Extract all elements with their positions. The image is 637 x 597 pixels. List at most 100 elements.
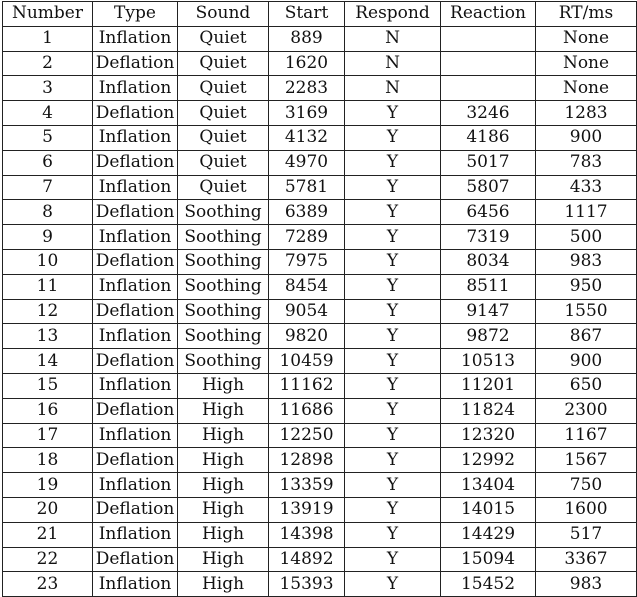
- cell-reaction: 7319: [440, 224, 536, 250]
- cell-number: 10: [2, 248, 93, 275]
- cell-sound: Soothing: [177, 348, 269, 374]
- cell-number: 11: [2, 273, 93, 300]
- cell-type: Inflation: [92, 472, 178, 498]
- cell-reaction: 14429: [440, 521, 536, 548]
- cell-respond: N: [344, 75, 441, 102]
- cell-number: 18: [2, 447, 93, 474]
- cell-reaction: [440, 25, 536, 52]
- table-row: 2 Deflation Quiet 1620 N None: [2, 50, 637, 77]
- cell-type: Deflation: [92, 100, 178, 126]
- cell-type: Inflation: [92, 571, 178, 597]
- header-reaction: Reaction: [440, 1, 536, 27]
- table-row: 6 Deflation Quiet 4970 Y 5017 783: [2, 149, 637, 176]
- table-row: 10 Deflation Soothing 7975 Y 8034 983: [2, 248, 637, 275]
- cell-number: 8: [2, 199, 93, 226]
- table-row: 22 Deflation High 14892 Y 15094 3367: [2, 546, 637, 573]
- cell-sound: Quiet: [177, 100, 269, 126]
- cell-reaction: 5807: [440, 174, 536, 201]
- cell-reaction: 15094: [440, 546, 536, 573]
- cell-respond: Y: [344, 546, 441, 573]
- cell-number: 7: [2, 174, 93, 201]
- cell-type: Inflation: [92, 174, 178, 201]
- cell-reaction: 15452: [440, 571, 536, 597]
- cell-type: Deflation: [92, 348, 178, 374]
- cell-rt: None: [535, 25, 637, 52]
- cell-sound: Soothing: [177, 273, 269, 300]
- cell-type: Deflation: [92, 50, 178, 77]
- cell-reaction: 9147: [440, 298, 536, 325]
- cell-reaction: 12992: [440, 447, 536, 474]
- cell-reaction: 5017: [440, 149, 536, 176]
- cell-rt: None: [535, 50, 637, 77]
- cell-rt: 983: [535, 248, 637, 275]
- cell-start: 6389: [268, 199, 345, 226]
- header-start: Start: [268, 1, 345, 27]
- cell-rt: 750: [535, 472, 637, 498]
- cell-start: 5781: [268, 174, 345, 201]
- table-row: 5 Inflation Quiet 4132 Y 4186 900: [2, 124, 637, 151]
- cell-reaction: 13404: [440, 472, 536, 498]
- cell-type: Inflation: [92, 75, 178, 102]
- cell-start: 7289: [268, 224, 345, 250]
- cell-start: 13919: [268, 496, 345, 523]
- table-row: 18 Deflation High 12898 Y 12992 1567: [2, 447, 637, 474]
- cell-respond: Y: [344, 273, 441, 300]
- cell-respond: Y: [344, 298, 441, 325]
- cell-sound: High: [177, 472, 269, 498]
- cell-start: 14398: [268, 521, 345, 548]
- header-sound: Sound: [177, 1, 269, 27]
- table-row: 11 Inflation Soothing 8454 Y 8511 950: [2, 273, 637, 300]
- cell-reaction: [440, 50, 536, 77]
- cell-respond: Y: [344, 496, 441, 523]
- table-row: 17 Inflation High 12250 Y 12320 1167: [2, 422, 637, 449]
- cell-start: 2283: [268, 75, 345, 102]
- cell-number: 19: [2, 472, 93, 498]
- cell-sound: High: [177, 372, 269, 399]
- cell-sound: High: [177, 546, 269, 573]
- cell-sound: Soothing: [177, 199, 269, 226]
- cell-reaction: [440, 75, 536, 102]
- cell-rt: 900: [535, 348, 637, 374]
- cell-rt: 983: [535, 571, 637, 597]
- cell-sound: High: [177, 422, 269, 449]
- table-body: 1 Inflation Quiet 889 N None 2 Deflation Quiet 16…: [2, 25, 637, 597]
- cell-rt: 517: [535, 521, 637, 548]
- cell-start: 8454: [268, 273, 345, 300]
- cell-rt: 1167: [535, 422, 637, 449]
- cell-start: 9820: [268, 323, 345, 350]
- cell-reaction: 4186: [440, 124, 536, 151]
- cell-sound: Quiet: [177, 75, 269, 102]
- cell-number: 16: [2, 397, 93, 424]
- cell-rt: 1117: [535, 199, 637, 226]
- cell-rt: 500: [535, 224, 637, 250]
- cell-start: 11162: [268, 372, 345, 399]
- cell-number: 20: [2, 496, 93, 523]
- cell-reaction: 8034: [440, 248, 536, 275]
- cell-number: 1: [2, 25, 93, 52]
- cell-respond: Y: [344, 397, 441, 424]
- cell-type: Inflation: [92, 224, 178, 250]
- table-row: 21 Inflation High 14398 Y 14429 517: [2, 521, 637, 548]
- cell-type: Deflation: [92, 397, 178, 424]
- table-row: 16 Deflation High 11686 Y 11824 2300: [2, 397, 637, 424]
- cell-number: 15: [2, 372, 93, 399]
- cell-sound: Quiet: [177, 149, 269, 176]
- cell-reaction: 11201: [440, 372, 536, 399]
- cell-number: 2: [2, 50, 93, 77]
- cell-type: Deflation: [92, 298, 178, 325]
- header-respond: Respond: [344, 1, 441, 27]
- cell-rt: 2300: [535, 397, 637, 424]
- cell-type: Inflation: [92, 372, 178, 399]
- cell-rt: 3367: [535, 546, 637, 573]
- cell-start: 4970: [268, 149, 345, 176]
- cell-type: Inflation: [92, 323, 178, 350]
- cell-sound: High: [177, 571, 269, 597]
- cell-type: Inflation: [92, 273, 178, 300]
- cell-sound: Soothing: [177, 224, 269, 250]
- cell-number: 6: [2, 149, 93, 176]
- cell-reaction: 3246: [440, 100, 536, 126]
- table-row: 9 Inflation Soothing 7289 Y 7319 500: [2, 224, 637, 250]
- cell-number: 21: [2, 521, 93, 548]
- cell-start: 1620: [268, 50, 345, 77]
